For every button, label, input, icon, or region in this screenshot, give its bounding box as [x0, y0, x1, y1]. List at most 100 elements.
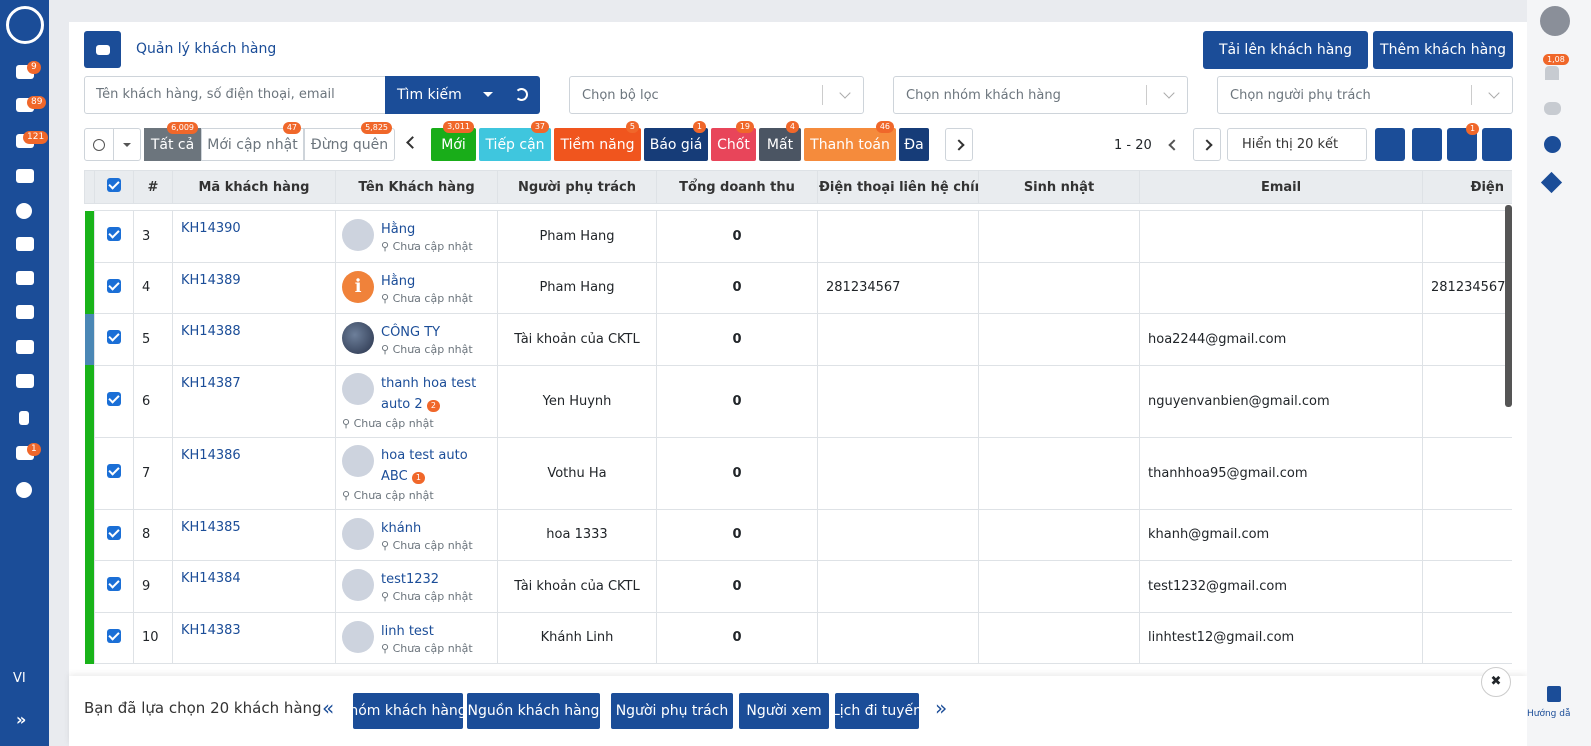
page-size-select[interactable]: Hiển thị 20 kết: [1227, 128, 1367, 161]
checkbox[interactable]: [107, 464, 121, 478]
filter-button[interactable]: [1412, 128, 1442, 161]
guide-label[interactable]: Hướng dẫ: [1527, 709, 1571, 719]
stage-button[interactable]: Báo giá 1: [644, 121, 708, 161]
column-header[interactable]: Sinh nhật: [978, 170, 1140, 204]
name-text[interactable]: Hằng: [381, 222, 416, 238]
stage-button[interactable]: Tiềm năng 5: [554, 121, 641, 161]
tab[interactable]: Mới cập nhật 47: [201, 122, 304, 161]
upload-button[interactable]: Tải lên khách hàng: [1203, 31, 1368, 69]
nav-settings[interactable]: [16, 482, 32, 498]
page-title[interactable]: Quản lý khách hàng: [136, 41, 277, 57]
name-text[interactable]: hoa test auto ABC: [381, 447, 468, 484]
customer-name[interactable]: thanh hoa test auto 2 2: [381, 373, 491, 415]
logo[interactable]: [6, 6, 44, 44]
column-header[interactable]: Điện: [1422, 170, 1512, 204]
nav-deals[interactable]: [16, 169, 34, 183]
guide-icon[interactable]: [1547, 686, 1561, 702]
checkbox[interactable]: [107, 525, 121, 540]
nav-report[interactable]: [16, 340, 34, 354]
nav-users[interactable]: [16, 374, 34, 388]
customer-name[interactable]: Hằng: [381, 219, 473, 240]
stage-button[interactable]: Tiếp cận 37: [479, 121, 551, 161]
tab[interactable]: Đừng quên 5,825: [304, 122, 395, 161]
name-text[interactable]: CÔNG TY: [381, 325, 441, 341]
stage-button[interactable]: Mới 3,011: [431, 121, 476, 161]
help[interactable]: [1544, 136, 1561, 153]
column-header[interactable]: #: [133, 170, 173, 204]
group-select[interactable]: Chọn nhóm khách hàng: [893, 76, 1188, 114]
checkbox[interactable]: [107, 628, 121, 643]
checkbox[interactable]: [107, 577, 121, 592]
column-header[interactable]: Tên Khách hàng: [335, 170, 498, 204]
refresh-button[interactable]: [515, 88, 528, 101]
customer-code[interactable]: KH14388: [172, 313, 336, 366]
checkbox[interactable]: [107, 392, 121, 406]
row-check[interactable]: [94, 261, 134, 314]
tab[interactable]: Tất cả 6,009: [144, 122, 201, 161]
nav-finance[interactable]: [19, 411, 29, 425]
bar-prev[interactable]: «: [322, 696, 335, 720]
row-check[interactable]: [94, 436, 134, 510]
customer-name[interactable]: Hằng: [381, 271, 473, 292]
header-check[interactable]: [94, 170, 134, 204]
user-avatar[interactable]: [1540, 6, 1570, 36]
row-check[interactable]: [94, 508, 134, 561]
search-caret[interactable]: [483, 92, 493, 102]
stage-button[interactable]: Mất 4: [759, 121, 801, 161]
launch[interactable]: [1540, 171, 1563, 194]
stage-button[interactable]: Thanh toán 46: [804, 121, 896, 161]
column-header[interactable]: Mã khách hàng: [172, 170, 336, 204]
column-header[interactable]: Người phụ trách: [497, 170, 657, 204]
customer-name[interactable]: test1232: [381, 569, 473, 590]
page-next[interactable]: [1193, 128, 1221, 161]
notifications[interactable]: [1545, 66, 1559, 80]
download-button[interactable]: [1375, 128, 1405, 161]
bulk-action-button[interactable]: Lịch đi tuyến: [835, 693, 919, 729]
row-check[interactable]: [94, 364, 134, 438]
customer-code[interactable]: KH14386: [172, 436, 336, 510]
expand-button[interactable]: »: [16, 710, 27, 729]
search-button[interactable]: Tìm kiếm: [385, 76, 540, 114]
row-check[interactable]: [94, 611, 134, 664]
column-header[interactable]: Tổng doanh thu: [656, 170, 818, 204]
name-text[interactable]: Hằng: [381, 273, 416, 289]
row-check[interactable]: [94, 560, 134, 613]
add-button[interactable]: Thêm khách hàng: [1373, 31, 1513, 69]
bar-next[interactable]: »: [935, 696, 948, 720]
checkbox[interactable]: [107, 330, 121, 345]
nav-star[interactable]: [16, 305, 34, 319]
stage-button[interactable]: Chốt 19: [711, 121, 756, 161]
nav-products[interactable]: [16, 271, 34, 285]
column-header[interactable]: Email: [1139, 170, 1423, 204]
row-check[interactable]: [94, 210, 134, 263]
bulk-action-button[interactable]: Người xem: [739, 693, 829, 729]
customer-code[interactable]: KH14383: [172, 611, 336, 664]
scrollbar[interactable]: [1505, 205, 1512, 407]
stages-next[interactable]: [945, 128, 973, 161]
bulk-action-button[interactable]: Người phụ trách: [611, 693, 733, 729]
language[interactable]: VI: [13, 671, 26, 686]
view-dropdown[interactable]: [113, 128, 141, 161]
customer-code[interactable]: KH14385: [172, 508, 336, 561]
row-check[interactable]: [94, 313, 134, 366]
owner-select[interactable]: Chọn người phụ trách: [1217, 76, 1513, 114]
nav-cart[interactable]: [16, 237, 34, 251]
name-text[interactable]: test1232: [381, 572, 440, 588]
history-button[interactable]: [1482, 128, 1512, 161]
checkbox[interactable]: [107, 227, 121, 242]
bulk-action-button[interactable]: Nguồn khách hàng: [467, 693, 600, 729]
customer-code[interactable]: KH14390: [172, 210, 336, 263]
nav-target[interactable]: [16, 203, 32, 219]
search-input[interactable]: Tên khách hàng, số điện thoại, email: [84, 76, 386, 114]
customer-code[interactable]: KH14384: [172, 560, 336, 613]
close-button[interactable]: ✖: [1481, 667, 1511, 697]
chat[interactable]: [1544, 102, 1561, 115]
stage-button[interactable]: Đa: [899, 128, 929, 161]
customer-code[interactable]: KH14387: [172, 364, 336, 438]
view-toggle[interactable]: [84, 128, 114, 161]
customer-name[interactable]: khánh: [381, 518, 473, 539]
page-prev[interactable]: [1160, 128, 1188, 161]
name-text[interactable]: khánh: [381, 520, 422, 536]
checkbox[interactable]: [107, 278, 121, 293]
customer-name[interactable]: hoa test auto ABC 1: [381, 445, 491, 487]
